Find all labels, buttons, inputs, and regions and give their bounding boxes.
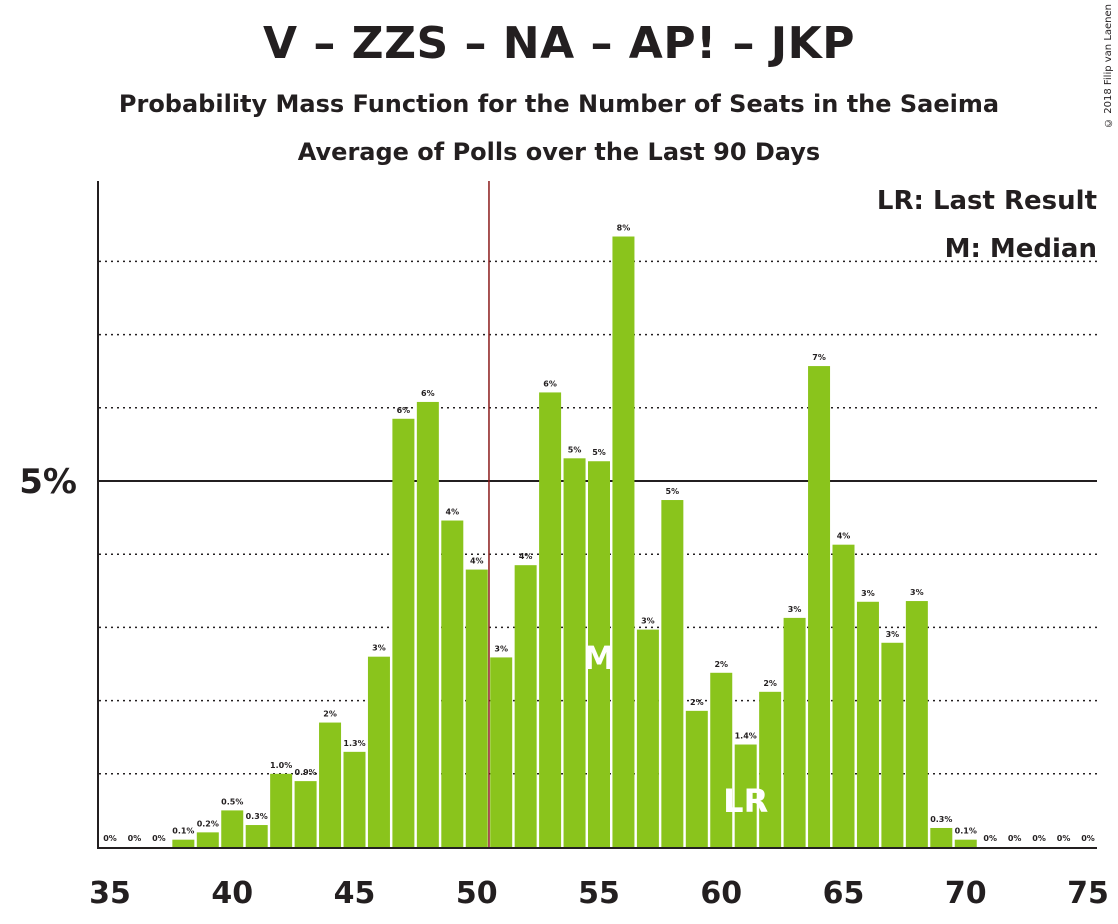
data-label-57: 3% bbox=[641, 617, 655, 626]
data-label-60: 2% bbox=[714, 660, 728, 669]
data-label-61: 1.4% bbox=[735, 732, 757, 741]
data-label-74: 0% bbox=[1057, 834, 1071, 843]
data-label-68: 3% bbox=[910, 588, 924, 597]
bar-60 bbox=[710, 672, 733, 847]
data-label-45: 1.3% bbox=[343, 739, 365, 748]
bar-46 bbox=[367, 656, 390, 847]
data-label-63: 3% bbox=[788, 605, 802, 614]
data-label-47: 6% bbox=[397, 406, 411, 415]
data-label-65: 4% bbox=[837, 532, 851, 541]
bar-45 bbox=[343, 751, 366, 847]
last-result-marker: LR bbox=[723, 782, 768, 820]
bar-42 bbox=[270, 773, 293, 847]
data-label-67: 3% bbox=[886, 630, 900, 639]
x-tick-label-55: 55 bbox=[578, 876, 620, 911]
data-label-49: 4% bbox=[446, 508, 460, 517]
bar-41 bbox=[245, 825, 268, 847]
bar-48 bbox=[416, 401, 439, 847]
data-label-55: 5% bbox=[592, 448, 606, 457]
x-tick-label-35: 35 bbox=[89, 876, 131, 911]
data-label-66: 3% bbox=[861, 589, 875, 598]
bar-58 bbox=[661, 500, 684, 847]
y-tick-label-5: 5% bbox=[19, 462, 77, 502]
data-label-73: 0% bbox=[1032, 834, 1046, 843]
data-label-39: 0.2% bbox=[197, 819, 219, 828]
bar-69 bbox=[930, 827, 953, 847]
legend-last-result: LR: Last Result bbox=[877, 186, 1097, 216]
bar-54 bbox=[563, 458, 586, 847]
bar-38 bbox=[172, 839, 195, 847]
x-tick-label-45: 45 bbox=[334, 876, 376, 911]
x-tick-label-75: 75 bbox=[1067, 876, 1109, 911]
x-tick-label-70: 70 bbox=[945, 876, 987, 911]
data-label-53: 6% bbox=[543, 379, 557, 388]
x-tick-label-60: 60 bbox=[700, 876, 742, 911]
markers: M LR bbox=[583, 639, 768, 820]
bar-57 bbox=[636, 629, 659, 847]
data-label-42: 1.0% bbox=[270, 761, 292, 770]
bar-61 bbox=[734, 744, 757, 847]
bar-39 bbox=[196, 832, 219, 847]
chart-subtitle-2: Average of Polls over the Last 90 Days bbox=[297, 138, 821, 166]
bar-62 bbox=[759, 691, 782, 847]
axes bbox=[97, 181, 1097, 849]
bar-66 bbox=[856, 601, 879, 847]
bar-47 bbox=[392, 418, 415, 847]
data-label-51: 3% bbox=[494, 644, 508, 653]
data-label-64: 7% bbox=[812, 353, 826, 362]
bar-53 bbox=[539, 392, 562, 847]
data-label-56: 8% bbox=[617, 224, 631, 233]
x-tick-labels: 35 40 45 50 55 60 65 70 75 bbox=[89, 876, 1109, 911]
data-labels: 0% 0% 0%0.1%0.2%0.5%0.3%1.0%0.9%2%1.3%3%6%… bbox=[103, 224, 1095, 843]
bar-65 bbox=[832, 544, 855, 847]
data-label-40: 0.5% bbox=[221, 797, 243, 806]
data-label-75: 0% bbox=[1081, 834, 1095, 843]
bar-40 bbox=[221, 810, 244, 847]
bar-68 bbox=[905, 601, 928, 847]
data-label-37: 0% bbox=[152, 834, 166, 843]
data-label-38: 0.1% bbox=[172, 827, 194, 836]
data-label-48: 6% bbox=[421, 389, 435, 398]
bar-49 bbox=[441, 520, 464, 847]
legend-median: M: Median bbox=[945, 234, 1097, 264]
data-label-72: 0% bbox=[1008, 834, 1022, 843]
data-label-50: 4% bbox=[470, 557, 484, 566]
data-label-35: 0% bbox=[103, 834, 117, 843]
x-tick-label-40: 40 bbox=[211, 876, 253, 911]
bar-52 bbox=[514, 565, 537, 847]
data-label-46: 3% bbox=[372, 644, 386, 653]
data-label-58: 5% bbox=[666, 487, 680, 496]
bar-43 bbox=[294, 781, 317, 847]
data-label-41: 0.3% bbox=[246, 812, 268, 821]
bar-63 bbox=[783, 617, 806, 847]
bar-67 bbox=[881, 642, 904, 847]
x-tick-label-50: 50 bbox=[456, 876, 498, 911]
data-label-44: 2% bbox=[323, 710, 337, 719]
data-label-71: 0% bbox=[983, 834, 997, 843]
median-marker: M bbox=[583, 639, 615, 677]
data-label-59: 2% bbox=[690, 698, 704, 707]
data-label-62: 2% bbox=[763, 679, 777, 688]
data-label-43: 0.9% bbox=[295, 768, 317, 777]
bar-59 bbox=[685, 710, 708, 847]
chart-title: V – ZZS – NA – AP! – JKP bbox=[262, 18, 856, 69]
bar-64 bbox=[808, 366, 831, 847]
data-label-36: 0% bbox=[128, 834, 142, 843]
data-label-69: 0.3% bbox=[930, 815, 952, 824]
bars bbox=[172, 236, 977, 848]
bar-51 bbox=[490, 657, 513, 847]
x-tick-label-65: 65 bbox=[823, 876, 865, 911]
data-label-54: 5% bbox=[568, 445, 582, 454]
bar-44 bbox=[319, 722, 342, 847]
bar-50 bbox=[465, 569, 488, 847]
chart-subtitle: Probability Mass Function for the Number… bbox=[118, 90, 1000, 118]
data-label-52: 4% bbox=[519, 552, 533, 561]
bar-56 bbox=[612, 236, 635, 848]
data-label-70: 0.1% bbox=[955, 827, 977, 836]
bar-55 bbox=[588, 461, 610, 847]
bar-70 bbox=[954, 839, 977, 847]
